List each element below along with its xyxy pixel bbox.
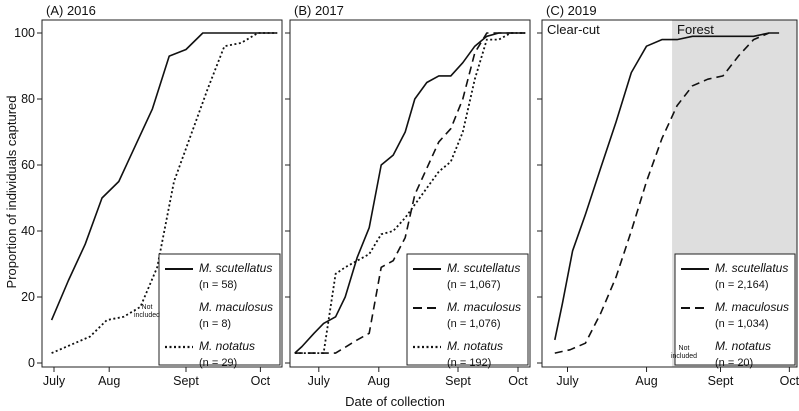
panel-title: (A) 2016 — [46, 3, 96, 18]
clear-cut-label: Clear-cut — [547, 22, 600, 37]
x-tick-label: Aug — [98, 374, 120, 388]
legend-count: (n = 29) — [199, 357, 237, 369]
legend-count: (n = 1,034) — [715, 318, 769, 330]
legend-label: M. scutellatus — [447, 261, 520, 275]
legend-count: (n = 58) — [199, 279, 237, 291]
legend-label: M. notatus — [199, 339, 255, 353]
legend-count: (n = 8) — [199, 318, 231, 330]
x-tick-label: July — [556, 374, 579, 388]
series-line-m-scutellatus — [50, 32, 278, 321]
legend-label: M. notatus — [447, 339, 503, 353]
series-line-m-notatus — [294, 32, 526, 355]
y-tick-label: 40 — [21, 224, 35, 238]
x-tick-label: Sept — [708, 374, 734, 388]
x-tick-label: Aug — [635, 374, 657, 388]
legend-count: (n = 192) — [447, 357, 491, 369]
y-axis-label: Proportion of individuals captured — [4, 96, 19, 289]
plot-frame — [541, 19, 798, 368]
panel-title: (B) 2017 — [294, 3, 344, 18]
y-tick-label: 100 — [14, 26, 35, 40]
not-included-note: Not included — [134, 304, 160, 319]
legend-box — [674, 253, 796, 366]
y-tick-label: 80 — [21, 92, 35, 106]
legend-label: M. scutellatus — [715, 261, 788, 275]
panel-c-2019: (C) 2019 Clear-cut Forest July Aug Sept Oct M. … — [537, 3, 799, 388]
x-tick-label: Aug — [368, 374, 390, 388]
plot-frame — [41, 19, 283, 368]
x-tick-label: Sept — [445, 374, 471, 388]
legend-count: (n = 1,076) — [447, 318, 501, 330]
panel-title: (C) 2019 — [546, 3, 597, 18]
series-line-m-scutellatus — [294, 32, 526, 354]
series-line-m-maculosus — [554, 32, 770, 354]
x-tick-label: Sept — [173, 374, 199, 388]
y-tick-label: 60 — [21, 158, 35, 172]
legend-label: M. notatus — [715, 339, 771, 353]
panel-a-2016: (A) 2016 0 20 40 60 80 100 July Aug Sept Oct M. scu… — [14, 3, 283, 388]
plot-frame — [289, 19, 531, 368]
legend-label: M. scutellatus — [199, 261, 272, 275]
legend-count: (n = 1,067) — [447, 279, 501, 291]
legend-label: M. maculosus — [447, 300, 521, 314]
not-included-note: Not included — [671, 345, 697, 360]
panel-b-2017: (B) 2017 July Aug Sept Oct M. scutellatus (n =… — [285, 3, 531, 388]
legend-count: (n = 20) — [715, 357, 753, 369]
y-tick-label: 0 — [28, 356, 35, 370]
series-line-m-scutellatus — [554, 32, 780, 341]
x-tick-label: Oct — [508, 374, 528, 388]
x-tick-label: July — [43, 374, 66, 388]
x-tick-label: Oct — [251, 374, 271, 388]
legend-count: (n = 2,164) — [715, 279, 769, 291]
forest-label: Forest — [677, 22, 714, 37]
legend-label: M. maculosus — [199, 300, 273, 314]
x-tick-label: Oct — [780, 374, 799, 388]
legend-label: M. maculosus — [715, 300, 789, 314]
x-axis-label: Date of collection — [345, 394, 445, 409]
y-tick-label: 20 — [21, 290, 35, 304]
x-tick-label: July — [308, 374, 331, 388]
